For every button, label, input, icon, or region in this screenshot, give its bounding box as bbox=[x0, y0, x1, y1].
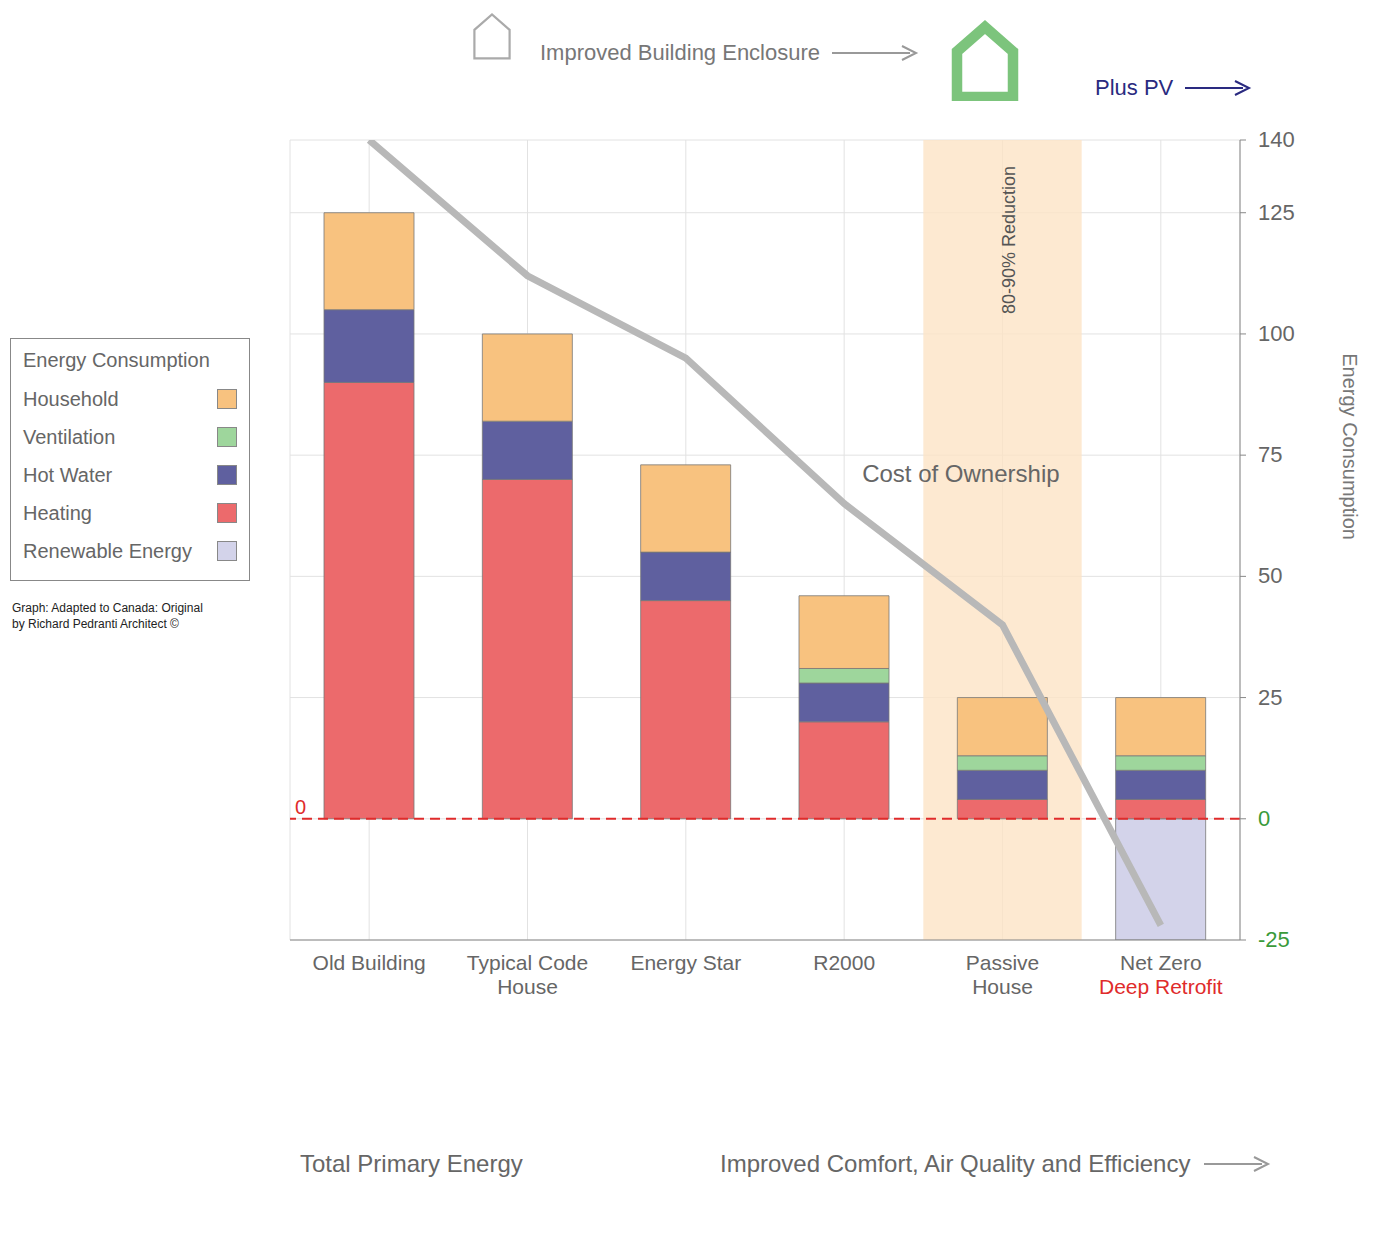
html-text:Total Primary Energy: Total Primary Energy bbox=[300, 1150, 523, 1177]
html-text:Heating: Heating bbox=[23, 501, 92, 524]
svg-text:Typical CodeHouse: Typical CodeHouse bbox=[467, 951, 588, 998]
html-text:Renewable Energy: Renewable Energy bbox=[23, 539, 192, 562]
svg-text:0: 0 bbox=[295, 796, 306, 818]
svg-text:Energy Star: Energy Star bbox=[630, 951, 741, 974]
svg-text:-25: -25 bbox=[1258, 927, 1290, 952]
svg-text:Energy Consumption: Energy Consumption bbox=[1339, 353, 1361, 540]
svg-text:Net ZeroDeep Retrofit: Net ZeroDeep Retrofit bbox=[1099, 951, 1223, 998]
svg-text:125: 125 bbox=[1258, 200, 1295, 225]
html-text:Ventilation: Ventilation bbox=[23, 425, 116, 448]
svg-text:75: 75 bbox=[1258, 442, 1282, 467]
svg-text:PassiveHouse: PassiveHouse bbox=[966, 951, 1040, 998]
svg-text:25: 25 bbox=[1258, 685, 1282, 710]
html-text:Hot Water: Hot Water bbox=[23, 463, 113, 486]
svg-text:100: 100 bbox=[1258, 321, 1295, 346]
html-text:Plus PV: Plus PV bbox=[1095, 75, 1174, 100]
svg-text:Cost of Ownership: Cost of Ownership bbox=[862, 460, 1059, 487]
html-text:Graph: Adapted to Canada: Orig: Graph: Adapted to Canada: Original by Ri… bbox=[12, 601, 203, 631]
svg-text:50: 50 bbox=[1258, 563, 1282, 588]
svg-text:0: 0 bbox=[1258, 806, 1270, 831]
svg-text:80-90% Reduction: 80-90% Reduction bbox=[999, 166, 1019, 314]
svg-text:R2000: R2000 bbox=[813, 951, 875, 974]
html-text:Household: Household bbox=[23, 387, 119, 410]
html-text:Improved Comfort, Air Quality: Improved Comfort, Air Quality and Effici… bbox=[720, 1150, 1191, 1177]
html-text:Improved Building Enclosure: Improved Building Enclosure bbox=[540, 40, 820, 65]
svg-text:Old Building: Old Building bbox=[313, 951, 426, 974]
svg-text:140: 140 bbox=[1258, 127, 1295, 152]
html-text:Energy Consumption: Energy Consumption bbox=[23, 349, 210, 371]
